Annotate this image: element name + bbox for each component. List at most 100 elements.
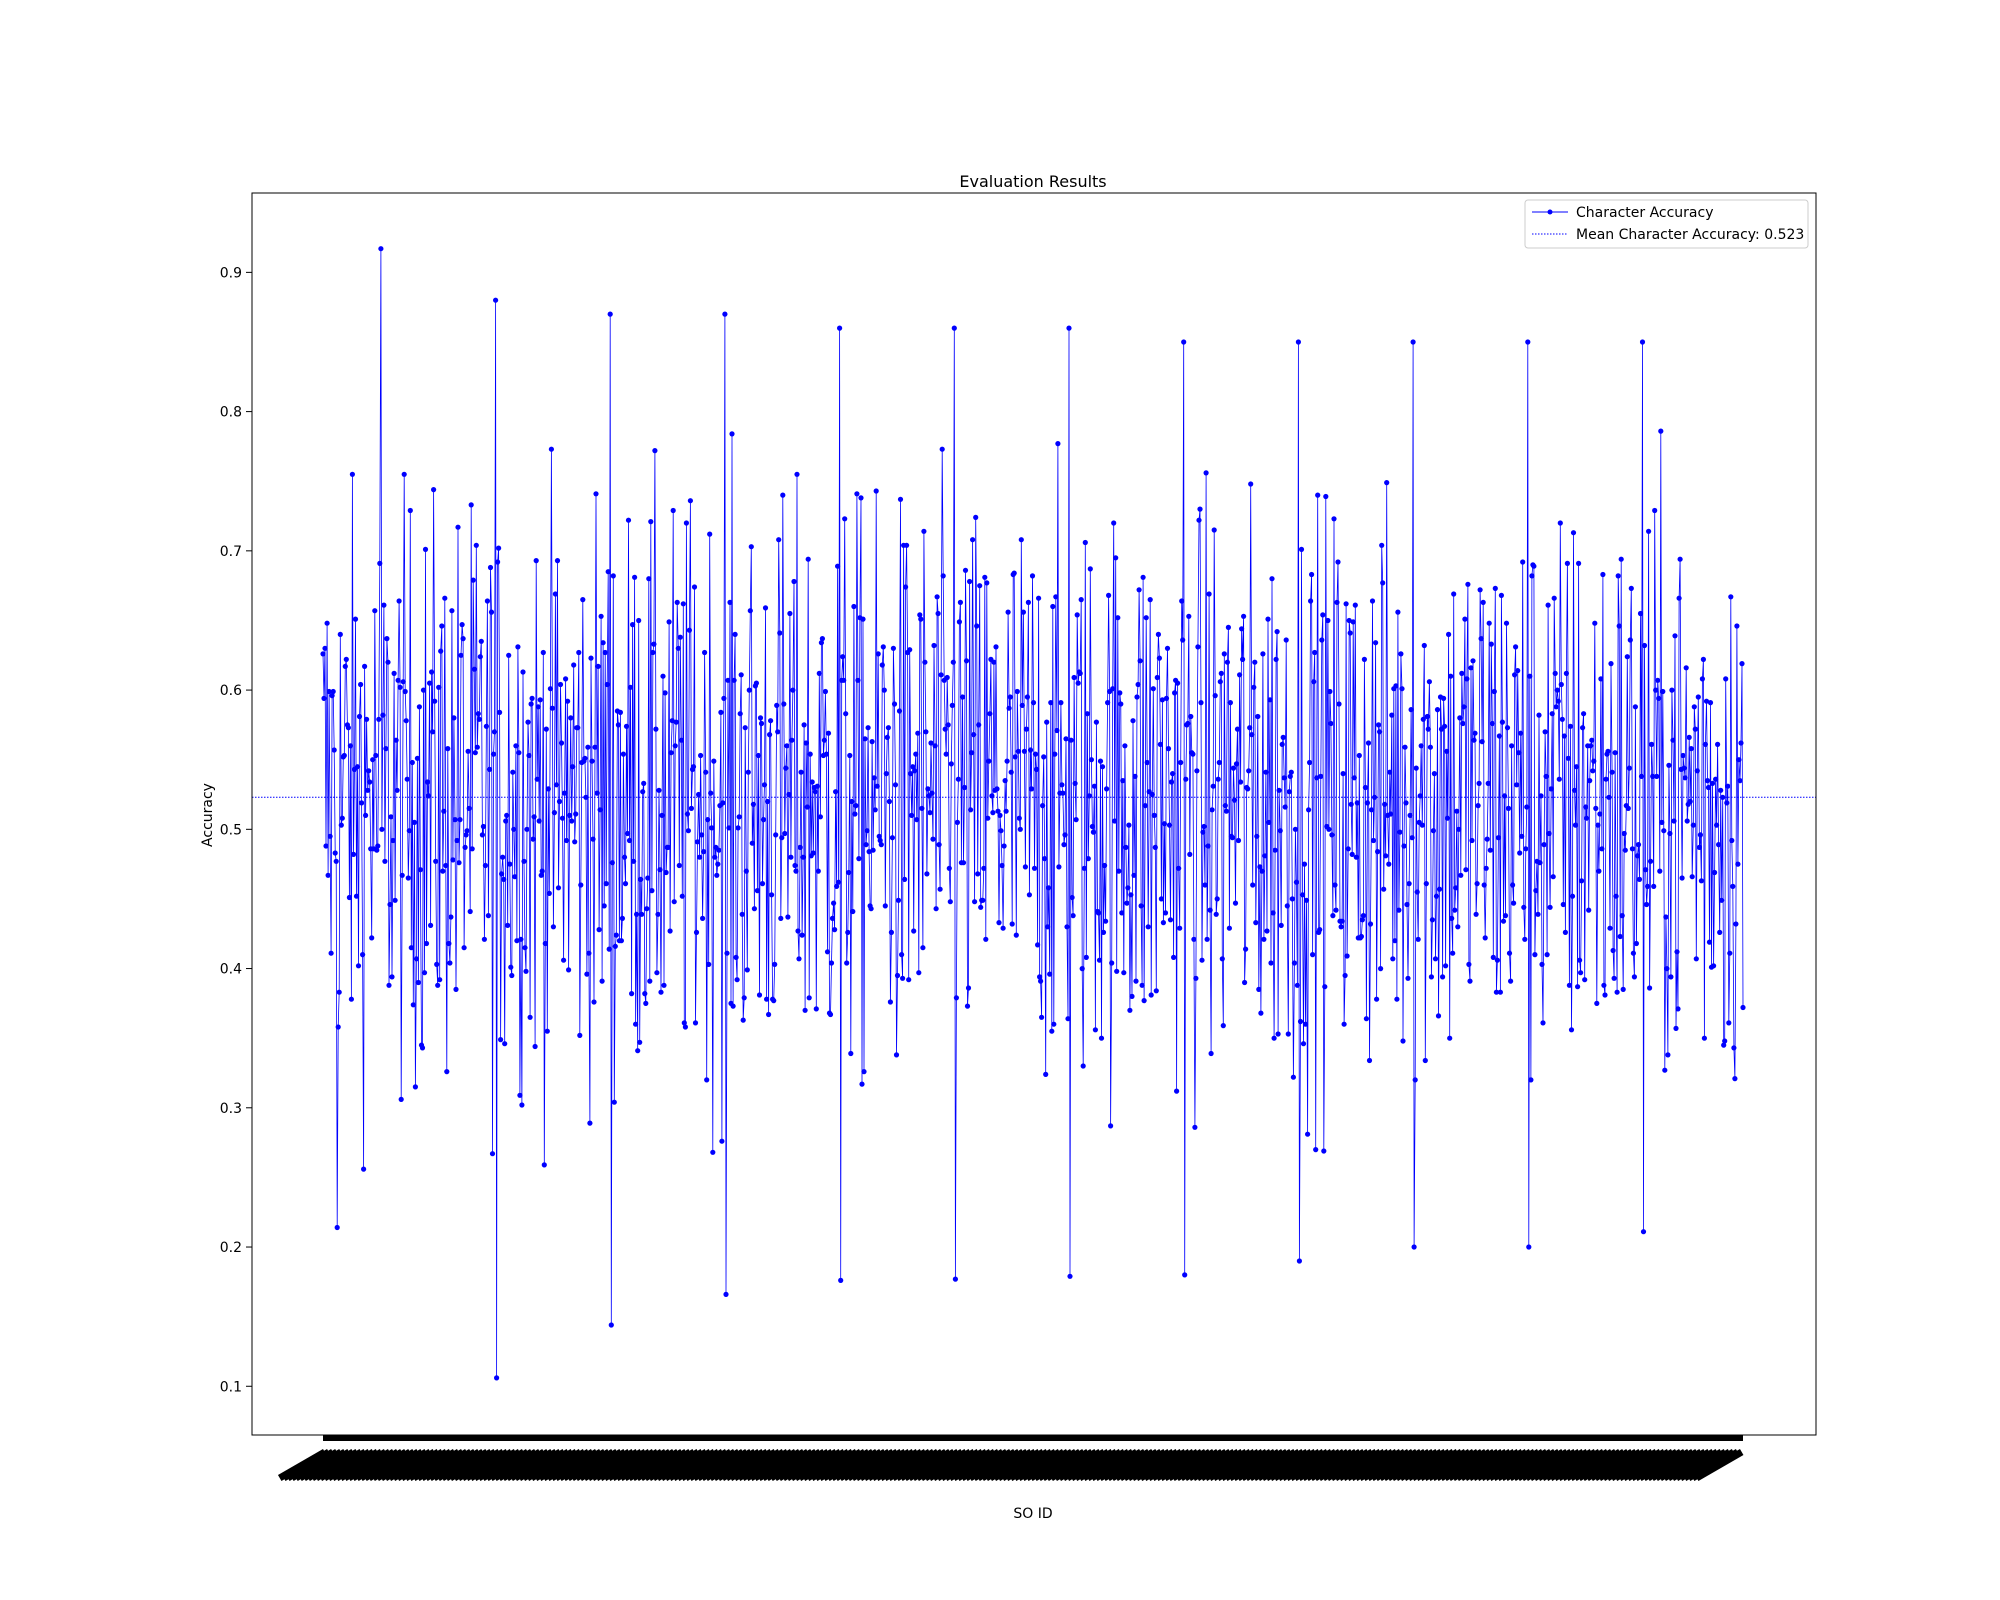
data-point <box>1444 748 1450 754</box>
data-point <box>1592 620 1598 626</box>
data-point <box>586 950 592 956</box>
data-point <box>920 945 926 951</box>
data-point <box>899 952 905 958</box>
data-point <box>774 702 780 709</box>
data-point <box>1666 762 1672 768</box>
data-point <box>856 856 862 862</box>
data-point <box>1520 559 1526 565</box>
data-point <box>1649 741 1655 748</box>
data-point <box>1315 492 1321 498</box>
data-point <box>1577 957 1583 963</box>
data-point <box>1204 936 1210 942</box>
data-point <box>434 961 440 968</box>
data-point <box>1548 786 1554 792</box>
data-point <box>1632 704 1638 710</box>
data-point <box>1518 730 1524 736</box>
data-point <box>542 940 548 947</box>
data-point <box>645 875 651 881</box>
data-point <box>409 759 415 766</box>
data-point <box>520 669 526 675</box>
data-point <box>736 814 742 820</box>
data-point <box>1486 620 1492 626</box>
data-point <box>806 995 812 1001</box>
data-point <box>672 743 678 749</box>
data-point <box>1116 868 1122 874</box>
data-point <box>990 810 996 816</box>
data-point <box>1325 617 1331 624</box>
data-point <box>1610 947 1616 954</box>
data-point <box>1492 585 1498 592</box>
data-point <box>825 730 832 736</box>
data-point <box>519 1102 525 1108</box>
data-point <box>1498 592 1504 599</box>
data-point <box>1614 989 1620 995</box>
data-point <box>831 900 837 906</box>
data-point <box>1603 776 1609 782</box>
data-point <box>980 897 986 903</box>
data-point <box>1395 609 1401 615</box>
data-point <box>822 688 829 695</box>
data-point <box>1402 744 1408 750</box>
data-point <box>904 542 910 548</box>
data-point <box>1164 645 1171 651</box>
data-point <box>1375 849 1381 855</box>
data-point <box>547 686 554 692</box>
data-point <box>1161 821 1167 827</box>
data-point <box>1723 676 1729 682</box>
data-point <box>1266 819 1272 826</box>
data-point <box>977 583 983 589</box>
data-point <box>918 616 924 622</box>
data-point <box>986 758 992 764</box>
data-point <box>621 854 628 860</box>
data-point <box>1271 1035 1277 1041</box>
data-point <box>853 803 859 809</box>
data-point <box>883 771 889 777</box>
data-point <box>1369 598 1376 604</box>
data-point <box>1729 837 1735 844</box>
data-point <box>431 487 437 493</box>
data-point <box>1305 1131 1311 1137</box>
data-point <box>1045 924 1051 930</box>
data-point <box>1557 520 1563 526</box>
data-point <box>604 681 610 688</box>
data-point <box>517 1092 523 1098</box>
data-point <box>529 695 535 702</box>
data-point <box>341 752 347 759</box>
data-point <box>1693 956 1699 962</box>
data-point <box>411 819 417 826</box>
data-point <box>1432 956 1439 962</box>
data-point <box>1210 783 1216 789</box>
data-point <box>346 894 352 901</box>
data-point <box>1248 481 1254 487</box>
data-point <box>455 524 461 530</box>
data-point <box>1435 1013 1442 1019</box>
data-point <box>1149 791 1155 798</box>
data-point <box>1016 815 1022 821</box>
data-point <box>662 690 668 696</box>
data-point <box>1478 636 1484 642</box>
data-point <box>573 811 579 817</box>
data-point <box>1008 769 1014 775</box>
data-point <box>1602 992 1608 998</box>
data-point <box>1346 617 1352 624</box>
data-point <box>1684 818 1690 824</box>
data-point <box>459 622 465 628</box>
data-point <box>1144 759 1150 766</box>
data-point <box>1638 773 1645 780</box>
data-point <box>432 698 438 704</box>
data-point <box>1224 659 1230 665</box>
data-point <box>468 502 474 508</box>
data-point <box>374 847 380 853</box>
data-point <box>452 817 458 823</box>
data-point <box>337 631 343 638</box>
data-point <box>1583 804 1589 810</box>
data-point <box>612 943 618 949</box>
data-point <box>1302 1021 1309 1027</box>
data-point <box>651 641 657 647</box>
data-point <box>1090 829 1096 835</box>
data-point <box>1037 974 1043 980</box>
y-tick-label: 0.1 <box>220 1379 242 1395</box>
data-point <box>372 608 378 614</box>
data-point <box>1407 812 1413 819</box>
data-point <box>1483 865 1489 871</box>
